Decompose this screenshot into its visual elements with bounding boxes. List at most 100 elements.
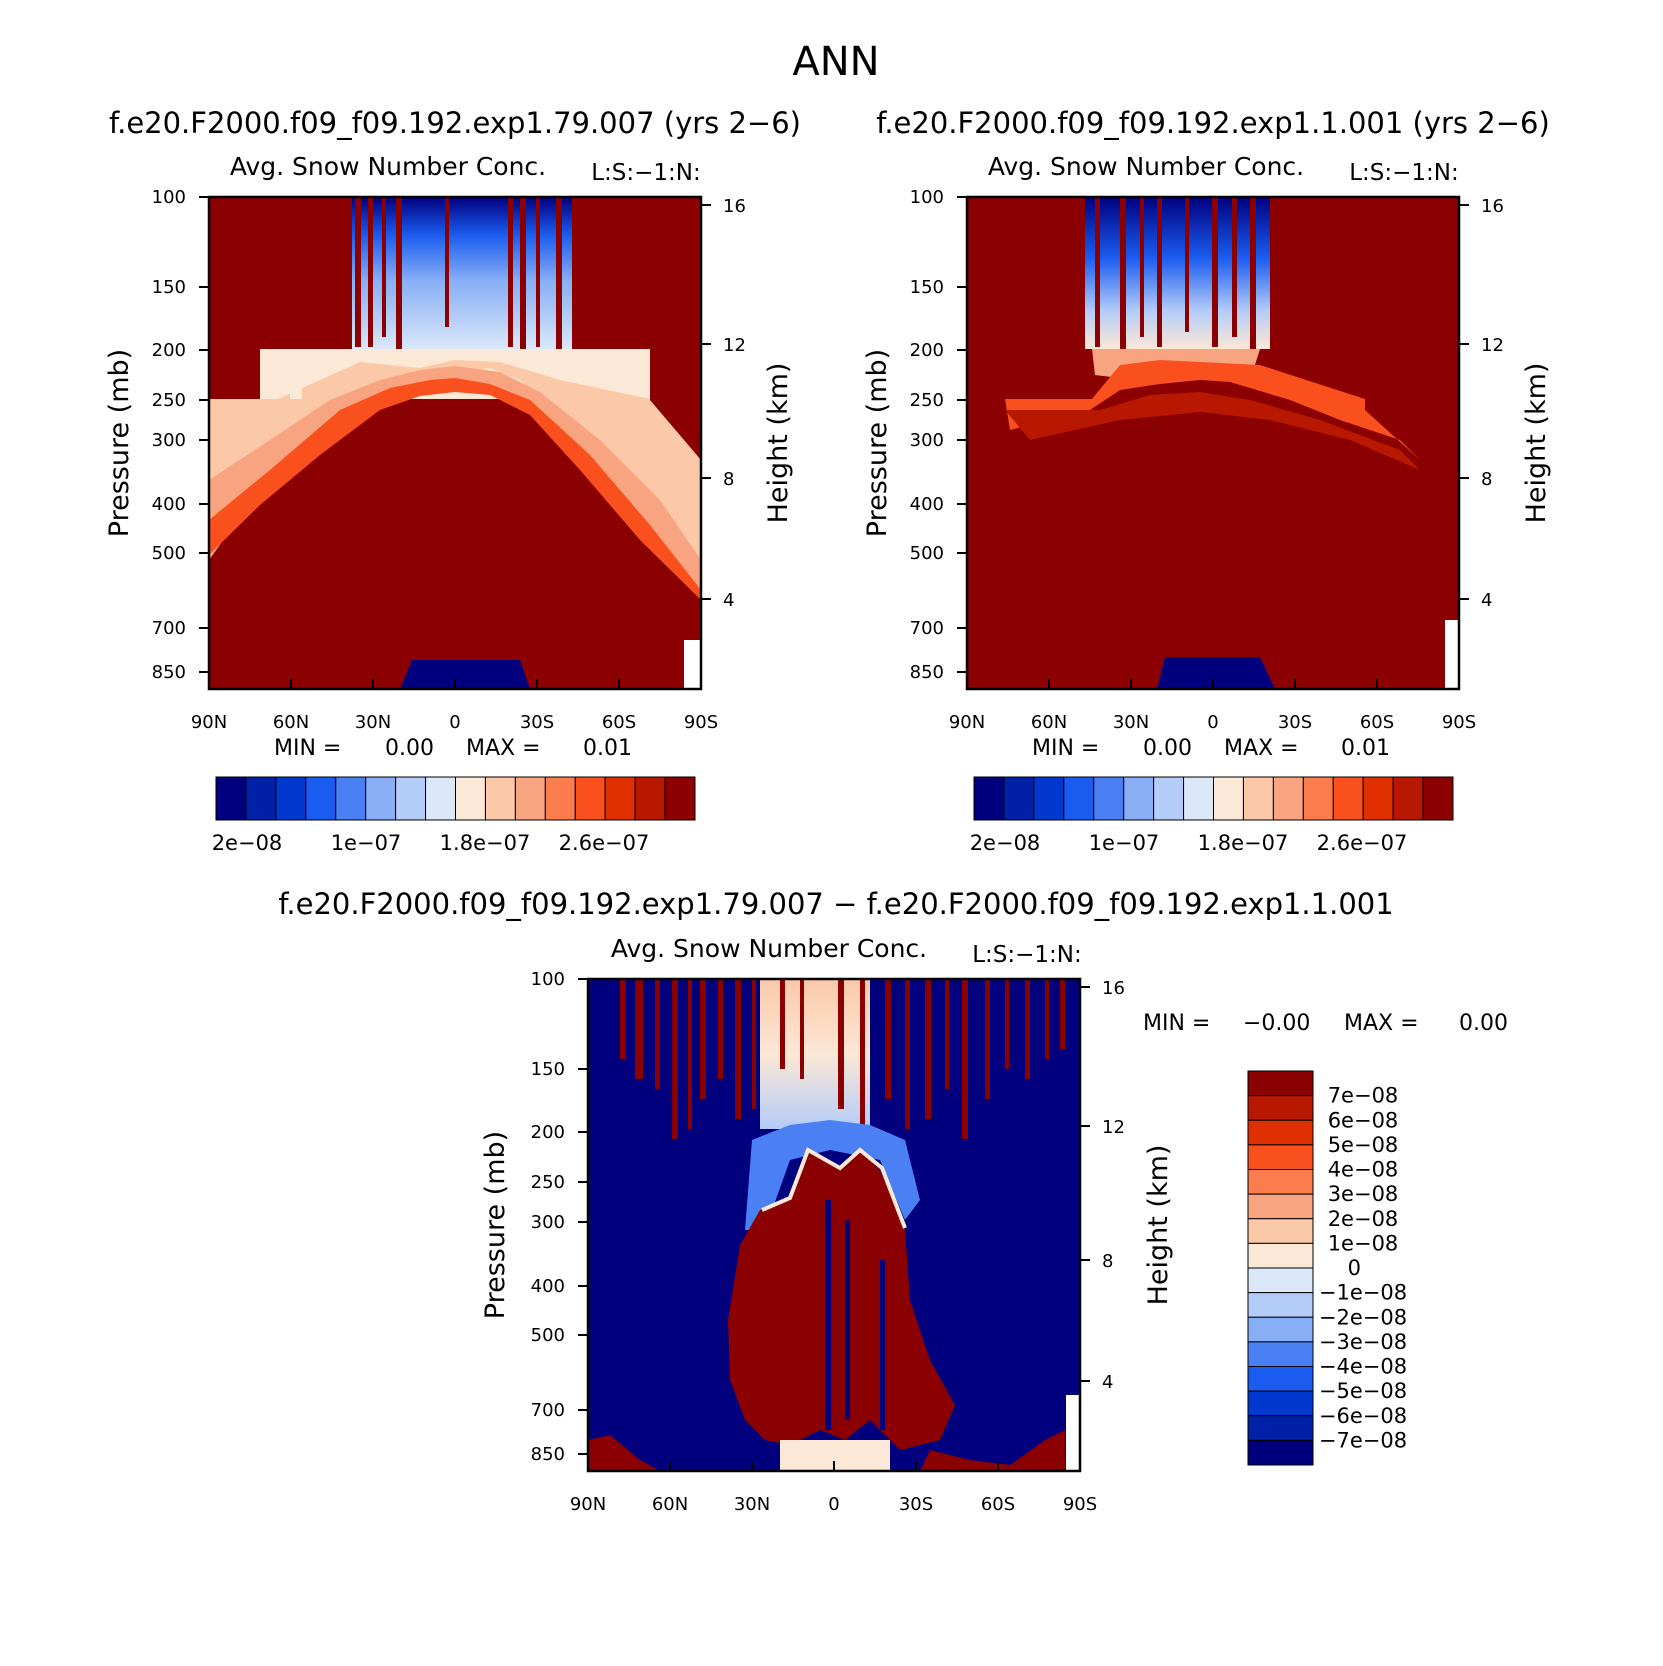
y-tick-label: 850: [910, 662, 944, 683]
figure-title: ANN: [792, 39, 879, 85]
x-tick-label: 60S: [981, 1494, 1015, 1515]
y2-tick-label: 4: [723, 590, 734, 611]
y-tick-label: 400: [531, 1276, 565, 1297]
colorbar-label: 1e−08: [1328, 1231, 1399, 1255]
colorbar-swatch: [1247, 1095, 1314, 1121]
x-tick-label: 30S: [899, 1494, 933, 1515]
panel-2-stats: MIN = 0.00 MAX = 0.01: [1032, 736, 1390, 761]
x-tick-label: 30N: [734, 1494, 770, 1515]
min-value: 0.00: [385, 736, 434, 761]
y2-tick-label: 16: [1102, 978, 1125, 999]
x-tick-label: 60N: [1031, 712, 1067, 733]
y-tick-label: 200: [910, 340, 944, 361]
colorbar-swatch: [1247, 1415, 1314, 1441]
colorbar-swatch: [1247, 1119, 1314, 1146]
x-tick-label: 90N: [570, 1494, 606, 1515]
panel-1-colorbar-labels: 2e−08 1e−07 1.8e−07 2.6e−07: [212, 831, 650, 855]
colorbar-label: −2e−08: [1319, 1305, 1407, 1329]
panel-1-var-title: Avg. Snow Number Conc.: [230, 152, 546, 181]
max-value: 0.01: [583, 736, 632, 761]
colorbar-label: 7e−08: [1328, 1084, 1399, 1108]
colorbar-swatch: [1247, 1267, 1314, 1294]
colorbar-swatch: [365, 776, 397, 821]
panel-3-stats: MIN = −0.00 MAX = 0.00: [1143, 1011, 1508, 1036]
x-tick-label: 30N: [1113, 712, 1149, 733]
colorbar-label: 2.6e−07: [1317, 831, 1408, 855]
max-label: MAX =: [1344, 1011, 1419, 1036]
colorbar-swatch: [1033, 776, 1065, 821]
colorbar-label: 2e−08: [1328, 1207, 1399, 1231]
panel-1-colorbar: [215, 776, 696, 821]
colorbar-swatch: [1247, 1169, 1314, 1195]
colorbar-label: 5e−08: [1328, 1133, 1399, 1157]
y-tick-label: 250: [910, 390, 944, 411]
max-value: 0.01: [1341, 736, 1390, 761]
y-tick-label: 100: [910, 187, 944, 208]
colorbar-swatch: [455, 776, 486, 821]
colorbar-swatch: [395, 776, 427, 821]
colorbar-swatch: [305, 776, 337, 821]
panel-1-y2-axis: 16 12 8 4 Height (km): [701, 196, 794, 611]
y-tick-label: 300: [531, 1212, 565, 1233]
x-tick-label: 90S: [1442, 712, 1476, 733]
x-tick-label: 0: [449, 712, 460, 733]
colorbar-label: 2e−08: [212, 831, 283, 855]
colorbar-swatch: [484, 776, 516, 821]
colorbar-swatch: [215, 776, 247, 821]
x-tick-label: 60S: [602, 712, 636, 733]
colorbar-swatch: [1247, 1144, 1314, 1170]
x-tick-label: 30S: [520, 712, 554, 733]
min-label: MIN =: [274, 736, 341, 761]
panel-3-y-axis: 100 150 200 250 300 400 500 700 850 Pres…: [480, 969, 588, 1465]
colorbar-swatch: [1332, 776, 1364, 821]
y2-tick-label: 16: [723, 196, 746, 217]
x-tick-label: 90S: [684, 712, 718, 733]
colorbar-label: −6e−08: [1319, 1404, 1407, 1428]
panel-2-case-title: f.e20.F2000.f09_f09.192.exp1.1.001 (yrs …: [876, 106, 1550, 140]
panel-3-units: L:S:−1:N:: [972, 942, 1082, 968]
colorbar-swatch: [574, 776, 606, 821]
y2-tick-label: 16: [1481, 196, 1504, 217]
y-tick-label: 400: [910, 494, 944, 515]
y-tick-label: 850: [152, 662, 186, 683]
colorbar-label: 2e−08: [970, 831, 1041, 855]
x-tick-label: 30S: [1278, 712, 1312, 733]
max-label: MAX =: [1224, 736, 1299, 761]
colorbar-label: 4e−08: [1328, 1158, 1399, 1182]
panel-3: f.e20.F2000.f09_f09.192.exp1.79.007 − f.…: [278, 887, 1508, 1515]
y-tick-label: 150: [531, 1059, 565, 1080]
min-label: MIN =: [1032, 736, 1099, 761]
y-tick-label: 850: [531, 1444, 565, 1465]
max-label: MAX =: [466, 736, 541, 761]
panel-2-x-axis: 90N 60N 30N 0 30S 60S 90S: [949, 679, 1476, 733]
y2-tick-label: 4: [1481, 590, 1492, 611]
min-label: MIN =: [1143, 1011, 1210, 1036]
colorbar-swatch: [1242, 776, 1274, 821]
panel-1-units: L:S:−1:N:: [591, 160, 701, 186]
y-tick-label: 400: [152, 494, 186, 515]
y-tick-label: 300: [152, 430, 186, 451]
panel-1-x-axis: 90N 60N 30N 0 30S 60S 90S: [191, 679, 718, 733]
x-tick-label: 60N: [652, 1494, 688, 1515]
colorbar-label: −4e−08: [1319, 1355, 1407, 1379]
y-tick-label: 500: [152, 543, 186, 564]
colorbar-swatch: [1247, 1366, 1314, 1392]
colorbar-swatch: [973, 776, 1005, 821]
colorbar-label: −3e−08: [1319, 1330, 1407, 1354]
colorbar-swatch: [1302, 776, 1334, 821]
y-tick-label: 500: [531, 1325, 565, 1346]
y-tick-label: 250: [531, 1172, 565, 1193]
y2-tick-label: 8: [1102, 1251, 1113, 1272]
colorbar-swatch: [1153, 776, 1185, 821]
colorbar-swatch: [1422, 776, 1454, 821]
colorbar-swatch: [1247, 1292, 1314, 1318]
colorbar-swatch: [544, 776, 576, 821]
panel-3-y2label: Height (km): [1143, 1145, 1174, 1306]
y-tick-label: 500: [910, 543, 944, 564]
y2-tick-label: 4: [1102, 1372, 1113, 1393]
panel-2-y2-axis: 16 12 8 4 Height (km): [1459, 196, 1552, 611]
colorbar-swatch: [1392, 776, 1424, 821]
panel-1-y-axis: 100 150 200 250 300 400 500 700 850 Pres…: [104, 187, 209, 683]
min-value: −0.00: [1243, 1011, 1310, 1036]
colorbar-swatch: [1272, 776, 1304, 821]
